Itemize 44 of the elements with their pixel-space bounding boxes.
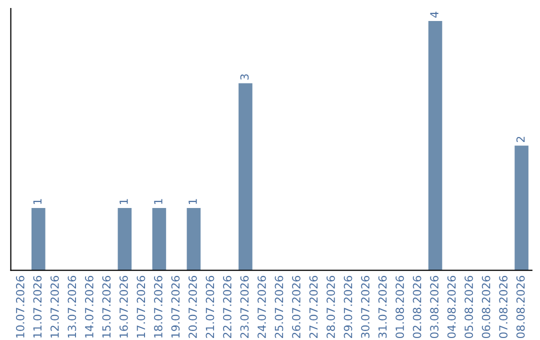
bar [32, 208, 46, 270]
x-tick-label: 01.08.2026 [396, 276, 404, 338]
x-tick-label: 28.07.2026 [326, 276, 335, 338]
bar [186, 208, 201, 270]
data-label: 1 [188, 199, 197, 204]
x-tick-label: 06.08.2026 [482, 276, 490, 338]
x-tick-label: 18.07.2026 [154, 276, 162, 338]
x-tick-label: 02.08.2026 [412, 276, 422, 338]
data-label: 1 [154, 199, 162, 204]
x-tick-label: 11.07.2026 [33, 276, 42, 338]
x-tick-label: 16.07.2026 [120, 276, 128, 338]
x-tick-label: 27.07.2026 [309, 276, 318, 338]
x-tick-label: 13.07.2026 [68, 276, 76, 338]
data-label: 2 [516, 136, 525, 142]
x-tick-label: 07.08.2026 [499, 276, 508, 338]
bar [238, 83, 252, 270]
x-tick-label: 10.07.2026 [16, 276, 24, 338]
data-label: 1 [120, 199, 128, 204]
x-tick-label: 05.08.2026 [464, 276, 474, 338]
data-label: 3 [240, 74, 249, 80]
x-tick-label: 21.07.2026 [206, 276, 214, 338]
x-tick-label: 04.08.2026 [447, 276, 456, 338]
x-tick-label: 29.07.2026 [344, 276, 352, 338]
x-tick-label: 14.07.2026 [84, 276, 94, 338]
bar [118, 208, 132, 270]
x-tick-label: 24.07.2026 [258, 276, 266, 338]
x-tick-label: 23.07.2026 [240, 276, 249, 338]
x-tick-label: 17.07.2026 [136, 276, 146, 338]
x-tick-label: 25.07.2026 [274, 276, 284, 338]
data-label: 1 [33, 199, 42, 204]
x-tick-label: 20.07.2026 [188, 276, 197, 338]
x-tick-label: 22.07.2026 [223, 276, 232, 338]
x-tick-label: 30.07.2026 [361, 276, 370, 338]
bar [514, 146, 528, 270]
bar [428, 20, 442, 270]
data-label: 4 [430, 12, 438, 18]
x-tick-label: 26.07.2026 [292, 276, 300, 338]
x-tick-label: 08.08.2026 [516, 276, 525, 338]
x-tick-label: 19.07.2026 [171, 276, 180, 338]
x-tick-label: 15.07.2026 [102, 276, 111, 338]
bar [152, 208, 166, 270]
x-tick-label: 12.07.2026 [50, 276, 59, 338]
x-tick-label: 31.07.2026 [378, 276, 387, 338]
x-tick-label: 03.08.2026 [430, 276, 438, 338]
